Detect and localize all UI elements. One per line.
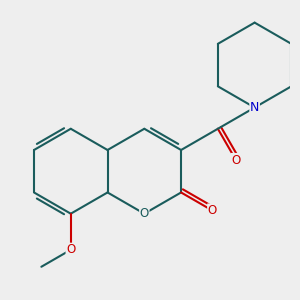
Text: O: O: [66, 243, 75, 256]
Text: N: N: [250, 101, 259, 114]
Text: O: O: [140, 207, 149, 220]
Text: O: O: [208, 204, 217, 217]
Text: O: O: [231, 154, 241, 166]
